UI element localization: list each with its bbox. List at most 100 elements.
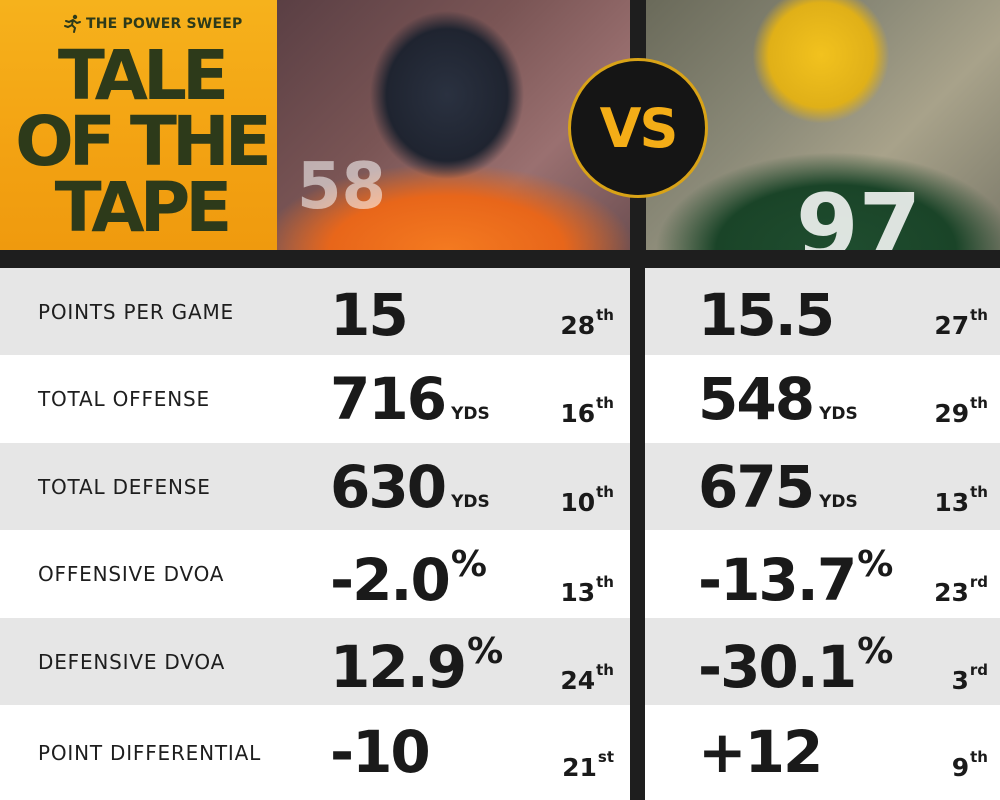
packers-cell (645, 443, 1000, 530)
left-rank-suffix: th (596, 661, 614, 679)
right-rank-suffix: th (970, 306, 988, 324)
left-value-number: 15 (330, 281, 409, 349)
stat-label: POINT DIFFERENTIAL (38, 740, 262, 765)
left-unit: YDS (451, 404, 490, 424)
title-line-3: TAPE (54, 168, 233, 248)
left-rank: 28th (560, 308, 614, 340)
left-value: -10 (330, 723, 431, 781)
left-rank-suffix: th (596, 573, 614, 591)
brand-logo: THE POWER SWEEP (62, 14, 242, 34)
left-value: -2.0% (330, 547, 487, 610)
brand-name: THE POWER SWEEP (86, 16, 243, 32)
right-value-number: -30.1 (698, 633, 857, 701)
stat-row: DEFENSIVE DVOA (0, 618, 1000, 705)
packers-cell (645, 705, 1000, 800)
right-value-number: -13.7 (698, 546, 857, 614)
right-rank-suffix: th (970, 394, 988, 412)
left-rank-suffix: th (596, 483, 614, 501)
left-value-number: 630 (330, 453, 447, 521)
stat-row: POINT DIFFERENTIAL (0, 705, 1000, 800)
left-percent-sign: % (467, 631, 504, 672)
left-value-number: 12.9 (330, 633, 467, 701)
jersey-number-right: 97 (796, 175, 922, 250)
left-rank: 13th (560, 575, 614, 607)
right-value: 548 YDS (698, 370, 858, 428)
broncos-cell: TOTAL OFFENSE (0, 355, 630, 443)
right-rank-number: 29 (934, 399, 970, 428)
right-rank-number: 3 (951, 666, 969, 695)
brand-panel: THE POWER SWEEP TALE OF THE TAPE (0, 0, 277, 250)
right-rank: 29th (934, 396, 988, 428)
left-rank-suffix: th (596, 306, 614, 324)
left-rank-number: 16 (560, 399, 596, 428)
right-rank-number: 13 (934, 488, 970, 517)
right-rank: 13th (934, 485, 988, 517)
stats-table: POINTS PER GAME 15 15.5 28th 27th TOTAL OFFEN… (0, 268, 1000, 800)
stat-label: TOTAL DEFENSE (38, 474, 211, 499)
left-rank: 10th (560, 485, 614, 516)
title-line-2: OF THE (15, 102, 272, 182)
right-value-number: +12 (698, 718, 823, 786)
stat-row: POINTS PER GAME (0, 268, 1000, 355)
packers-cell (645, 618, 1000, 705)
broncos-cell: TOTAL DEFENSE (0, 443, 630, 530)
left-rank-number: 21 (562, 753, 597, 782)
stat-row: OFFENSIVE DVOA (0, 530, 1000, 618)
left-value: 12.9% (330, 634, 503, 697)
left-rank-suffix: th (596, 394, 614, 412)
right-rank: 3rd (951, 663, 988, 695)
right-value: -30.1% (698, 634, 893, 697)
right-unit: YDS (819, 492, 858, 512)
right-rank-suffix: th (970, 483, 988, 501)
right-percent-sign: % (857, 631, 894, 672)
right-rank-suffix: rd (969, 573, 988, 591)
right-rank-number: 9 (951, 753, 970, 782)
left-rank: 24th (560, 663, 614, 695)
broncos-cell: POINT DIFFERENTIAL (0, 705, 630, 800)
vs-text: VS (599, 96, 679, 160)
left-value: 716 YDS (330, 370, 490, 428)
left-value: 15 (330, 286, 409, 344)
right-rank-suffix: th (970, 748, 988, 766)
packers-cell (645, 355, 1000, 443)
broncos-cell: POINTS PER GAME (0, 268, 630, 355)
left-rank: 21st (562, 750, 614, 782)
stat-label: POINTS PER GAME (38, 299, 234, 324)
broncos-cell: DEFENSIVE DVOA (0, 618, 630, 705)
right-rank: 27th (934, 308, 988, 340)
left-value-number: -10 (330, 718, 431, 786)
column-divider (630, 250, 645, 800)
right-value-number: 675 (698, 453, 815, 521)
right-value: 15.5 (698, 286, 835, 344)
left-unit: YDS (451, 492, 490, 512)
left-rank-number: 24 (560, 666, 596, 695)
right-rank: 23rd (934, 575, 988, 607)
stat-label: TOTAL OFFENSE (38, 387, 210, 411)
left-percent-sign: % (450, 544, 487, 585)
right-rank-number: 27 (934, 311, 970, 340)
packers-cell (645, 268, 1000, 355)
title-line-1: TALE (57, 36, 229, 116)
left-rank-number: 28 (560, 311, 596, 340)
left-value-number: 716 (330, 365, 447, 433)
stat-row: TOTAL DEFENSE (0, 443, 1000, 530)
jersey-number-left: 58 (297, 150, 387, 224)
right-unit: YDS (819, 404, 858, 424)
right-rank-suffix: rd (969, 661, 988, 679)
runner-icon (64, 14, 81, 33)
right-value-number: 548 (698, 365, 815, 433)
left-rank-number: 13 (560, 578, 596, 607)
right-value: -13.7% (698, 547, 893, 610)
left-rank-suffix: st (597, 748, 614, 766)
right-percent-sign: % (857, 544, 894, 585)
left-rank: 16th (560, 396, 614, 428)
vs-badge: VS (568, 58, 708, 198)
stat-label: DEFENSIVE DVOA (38, 649, 226, 674)
right-value: 675 YDS (698, 458, 858, 516)
right-rank-number: 23 (934, 578, 969, 607)
packers-cell (645, 530, 1000, 618)
stat-label: OFFENSIVE DVOA (38, 562, 225, 586)
left-value-number: -2.0 (330, 546, 451, 614)
right-rank: 9th (951, 750, 988, 782)
left-value: 630 YDS (330, 458, 490, 516)
